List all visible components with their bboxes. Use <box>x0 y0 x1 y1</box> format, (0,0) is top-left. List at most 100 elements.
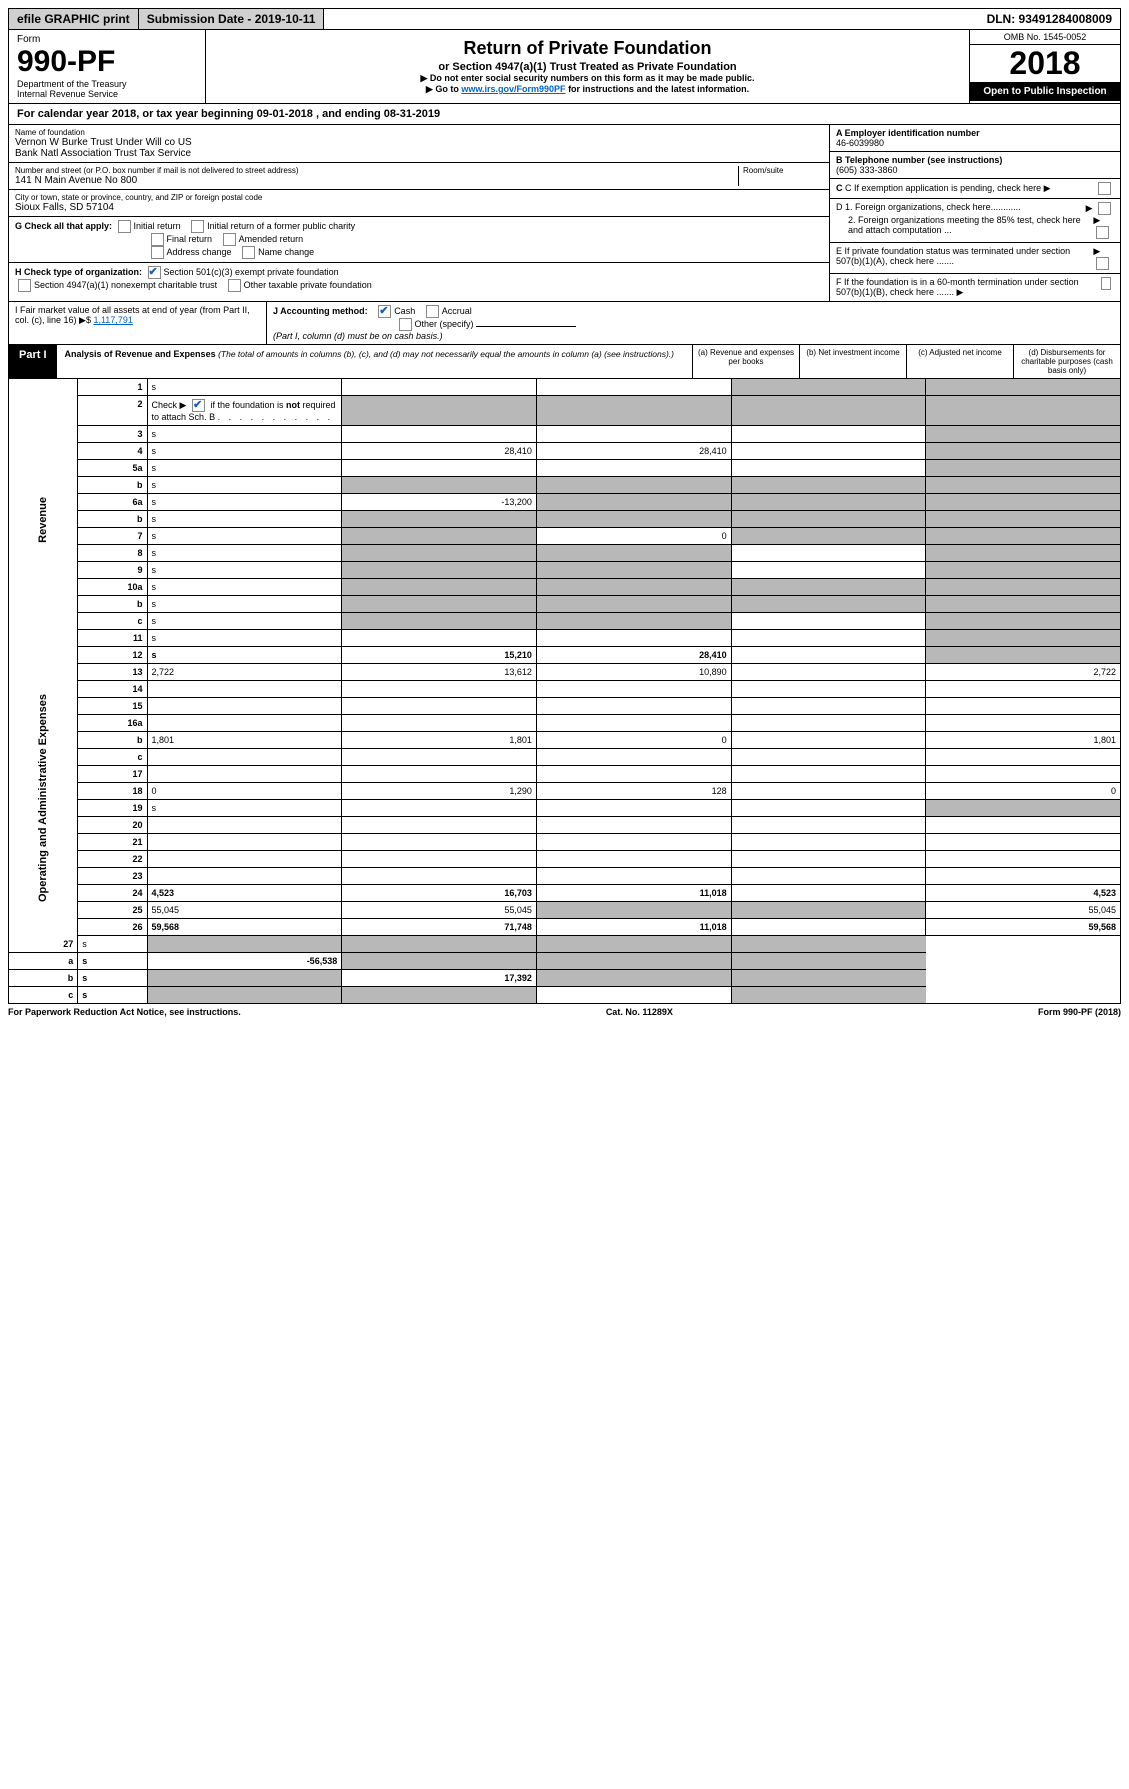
chk-name-change[interactable] <box>242 246 255 259</box>
cell-shaded <box>731 396 926 426</box>
row-desc: s <box>147 545 342 562</box>
chk-final-return[interactable] <box>151 233 164 246</box>
chk-other-method[interactable] <box>399 318 412 331</box>
row-desc <box>147 851 342 868</box>
cell-shaded <box>731 936 926 953</box>
cell-amount <box>731 817 926 834</box>
cell-amount <box>342 766 537 783</box>
row-num: 8 <box>78 545 147 562</box>
table-row: 21 <box>9 834 1121 851</box>
cell-shaded <box>536 511 731 528</box>
foundation-name-cell: Name of foundation Vernon W Burke Trust … <box>9 125 829 163</box>
cell-shaded <box>342 528 537 545</box>
row-num: 21 <box>78 834 147 851</box>
row-desc <box>147 834 342 851</box>
cell-amount <box>731 868 926 885</box>
row-num: 14 <box>78 681 147 698</box>
footer-right: Form 990-PF (2018) <box>1038 1007 1121 1017</box>
e-terminated: E If private foundation status was termi… <box>830 243 1120 274</box>
cell-amount <box>536 834 731 851</box>
chk-d1[interactable] <box>1098 202 1111 215</box>
chk-cash[interactable] <box>378 305 391 318</box>
cell-amount <box>536 698 731 715</box>
i-fmv: I Fair market value of all assets at end… <box>9 302 267 344</box>
cell-shaded <box>926 494 1121 511</box>
row-num: 22 <box>78 851 147 868</box>
row-num: c <box>78 749 147 766</box>
table-row: cs <box>9 987 1121 1004</box>
row-num: 1 <box>78 379 147 396</box>
table-row: 16a <box>9 715 1121 732</box>
tax-year: 2018 <box>970 45 1120 82</box>
chk-f[interactable] <box>1101 277 1111 290</box>
chk-d2[interactable] <box>1096 226 1109 239</box>
chk-initial-former[interactable] <box>191 220 204 233</box>
fmv-value[interactable]: 1,117,791 <box>93 315 132 325</box>
cell-shaded <box>536 902 731 919</box>
cell-shaded <box>926 511 1121 528</box>
instruction-2: ▶ Go to www.irs.gov/Form990PF for instru… <box>212 84 963 95</box>
row-num: 27 <box>9 936 78 953</box>
cell-amount <box>731 460 926 477</box>
chk-4947a1[interactable] <box>18 279 31 292</box>
cell-shaded <box>926 426 1121 443</box>
cell-amount <box>731 647 926 664</box>
chk-accrual[interactable] <box>426 305 439 318</box>
cell-shaded <box>926 379 1121 396</box>
row-num: 6a <box>78 494 147 511</box>
row-num: b <box>78 732 147 749</box>
filer-right: A Employer identification number 46-6039… <box>829 125 1120 301</box>
chk-501c3[interactable] <box>148 266 161 279</box>
part1-label: Part I <box>9 345 57 378</box>
cell-amount: 0 <box>536 732 731 749</box>
cell-amount: 13,612 <box>342 664 537 681</box>
cell-shaded <box>342 953 537 970</box>
table-row: 2Check ▶ if the foundation is not requir… <box>9 396 1121 426</box>
chk-amended[interactable] <box>223 233 236 246</box>
row-desc: s <box>147 647 342 664</box>
foundation-name: Vernon W Burke Trust Under Will co US Ba… <box>15 137 823 159</box>
table-row: 19s <box>9 800 1121 817</box>
cell-amount <box>536 800 731 817</box>
row-desc: s <box>147 630 342 647</box>
cell-shaded <box>926 613 1121 630</box>
table-row: bs17,392 <box>9 970 1121 987</box>
header-left: Form 990-PF Department of the Treasury I… <box>9 30 206 103</box>
form-word: Form <box>17 34 197 45</box>
row-num: 25 <box>78 902 147 919</box>
cell-amount <box>926 868 1121 885</box>
row-num: 15 <box>78 698 147 715</box>
row-desc: s <box>147 613 342 630</box>
cell-amount <box>342 379 537 396</box>
chk-e[interactable] <box>1096 257 1109 270</box>
chk-initial-return[interactable] <box>118 220 131 233</box>
table-row: 9s <box>9 562 1121 579</box>
chk-schB[interactable] <box>192 399 205 412</box>
row-desc <box>147 749 342 766</box>
cell-shaded <box>536 477 731 494</box>
table-row: 1801,2901280 <box>9 783 1121 800</box>
chk-address-change[interactable] <box>151 246 164 259</box>
cell-amount: 1,801 <box>926 732 1121 749</box>
cell-amount <box>926 698 1121 715</box>
cell-amount <box>731 851 926 868</box>
row-num: c <box>78 613 147 630</box>
form-number: 990-PF <box>17 45 197 79</box>
cell-shaded <box>342 477 537 494</box>
city-state-zip: Sioux Falls, SD 57104 <box>15 202 823 213</box>
cell-amount: -56,538 <box>147 953 342 970</box>
chk-c[interactable] <box>1098 182 1111 195</box>
cell-amount: 71,748 <box>342 919 537 936</box>
cell-amount <box>731 613 926 630</box>
cell-amount: 4,523 <box>926 885 1121 902</box>
cell-amount: 28,410 <box>536 647 731 664</box>
cell-amount <box>731 783 926 800</box>
cell-amount: 0 <box>536 528 731 545</box>
row-desc: s <box>147 511 342 528</box>
cell-amount: 55,045 <box>926 902 1121 919</box>
cell-amount <box>731 749 926 766</box>
open-inspection: Open to Public Inspection <box>970 82 1120 101</box>
chk-other-taxable[interactable] <box>228 279 241 292</box>
row-desc: s <box>78 936 147 953</box>
irs-link[interactable]: www.irs.gov/Form990PF <box>461 84 565 94</box>
